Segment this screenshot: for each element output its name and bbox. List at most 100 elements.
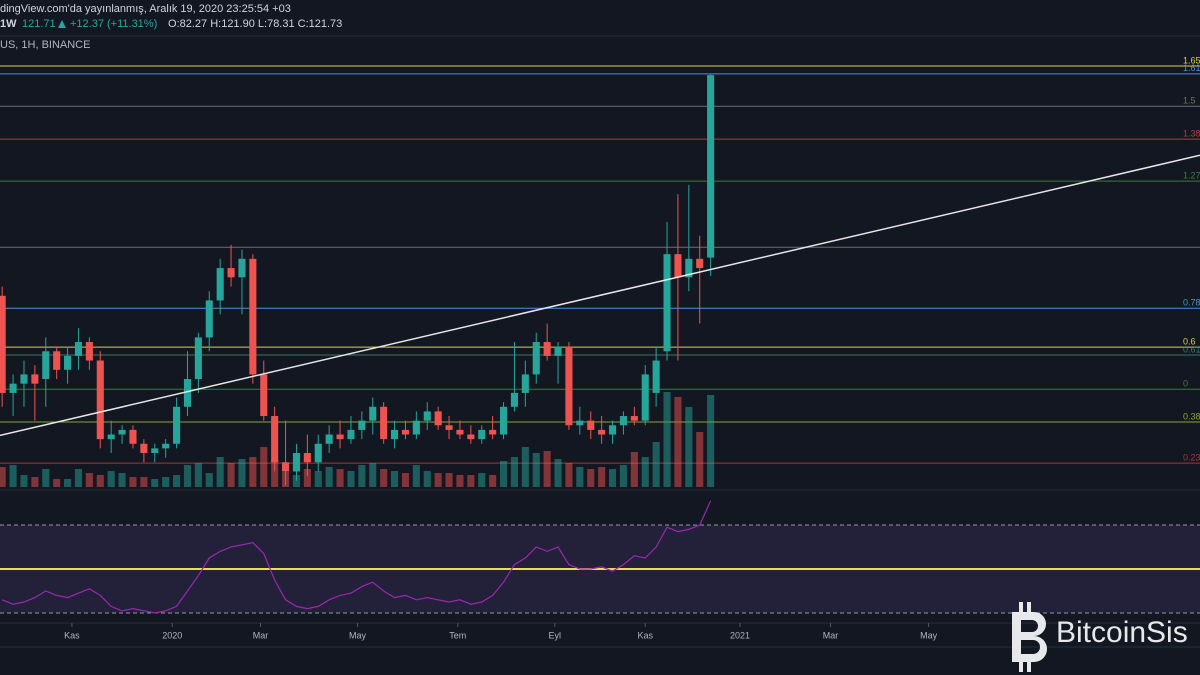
volume-bar [401, 473, 409, 487]
candle-body [532, 342, 540, 375]
volume-bar [271, 459, 279, 487]
candle-body [489, 429, 497, 435]
volume-bar [42, 469, 50, 487]
volume-bar [532, 453, 540, 487]
volume-bar [140, 477, 148, 487]
volume-bar [423, 471, 431, 487]
volume-bar [696, 432, 704, 487]
candle-body [358, 420, 366, 430]
volume-bar [630, 452, 638, 487]
watermark-text: BitcoinSis [1056, 616, 1188, 649]
candle-body [303, 453, 311, 463]
volume-bar [260, 447, 268, 487]
candle-body [663, 254, 671, 352]
volume-bar [162, 477, 170, 487]
candle-body [183, 379, 192, 407]
volume-bar [347, 471, 355, 487]
candle-body [434, 411, 442, 426]
volume-bar [652, 442, 660, 487]
last-price: 121.71 [22, 18, 56, 30]
volume-bar [434, 473, 442, 487]
volume-bar [456, 475, 464, 487]
volume-bar [565, 463, 573, 487]
volume-bar [194, 463, 202, 487]
logo [1027, 662, 1031, 672]
candle-body [543, 342, 551, 356]
candle-body [685, 258, 693, 278]
volume-bar [64, 479, 72, 487]
candle-body [696, 258, 704, 269]
volume-bar [358, 465, 366, 487]
change: +12.37 (+11.31%) [70, 18, 157, 30]
volume-bar [314, 471, 322, 487]
candle-body [162, 443, 170, 449]
candle-body [42, 351, 50, 380]
volume-bar [412, 465, 420, 487]
volume-bar [554, 459, 562, 487]
volume-bar [216, 457, 224, 487]
volume-bar [0, 467, 6, 487]
x-tick-label: Kas [637, 630, 653, 640]
candle-body [510, 392, 518, 407]
candle-body [314, 443, 322, 463]
fib-label: 1.618 [1183, 63, 1200, 73]
x-tick-label: May [349, 630, 367, 640]
fib-label: 0.78 [1183, 298, 1200, 308]
candle-body [336, 434, 344, 440]
candle-body [478, 429, 486, 440]
candle-body [249, 258, 257, 375]
volume-bar [587, 469, 595, 487]
candle-body [31, 374, 39, 384]
candle-body [85, 342, 93, 361]
candle-body [238, 258, 246, 278]
volume-bar [663, 392, 671, 487]
candle-body [598, 429, 606, 435]
candle-body [641, 374, 649, 421]
volume-bar [74, 469, 83, 487]
volume-bar [576, 467, 584, 487]
candle-body [9, 383, 17, 393]
candle-body [271, 416, 279, 463]
candle-body [140, 443, 148, 454]
volume-bar [118, 473, 126, 487]
volume-bar [391, 471, 399, 487]
volume-bar [510, 457, 518, 487]
volume-bar [445, 473, 453, 487]
candle-body [107, 434, 115, 440]
x-tick-label: Kas [64, 630, 80, 640]
volume-bar [205, 473, 213, 487]
volume-bar [292, 475, 300, 487]
candle-body [500, 406, 508, 435]
volume-bar [619, 465, 627, 487]
volume-bar [380, 469, 388, 487]
candle-body [53, 351, 61, 370]
x-tick-label: Tem [449, 630, 466, 640]
volume-bar [249, 457, 257, 487]
volume-bar [674, 397, 682, 487]
fib-label: 0 [1183, 379, 1188, 389]
candle-body [325, 434, 333, 444]
candle-body [292, 453, 300, 472]
candle-body [401, 429, 409, 435]
volume-bar [20, 475, 28, 487]
fib-label: 1.65 [1183, 55, 1200, 65]
candle-body [96, 360, 104, 440]
source-text: dingView.com'da yayınlanmış, Aralık 19, … [0, 3, 291, 15]
volume-bar [325, 467, 333, 487]
volume-bar [543, 451, 551, 487]
candle-body [608, 425, 617, 435]
candle-body [652, 360, 660, 393]
ohlc-text: O:82.27 H:121.90 L:78.31 C:121.73 [168, 18, 342, 30]
watermark: BitcoinSis [1012, 602, 1188, 672]
fib-label: 0.38 [1183, 411, 1200, 421]
volume-bar [53, 479, 61, 487]
volume-bar [500, 461, 508, 487]
x-tick-label: Mar [823, 630, 839, 640]
candle-body [282, 462, 290, 472]
fib-label: 0.6 [1183, 337, 1196, 347]
volume-bar [303, 469, 311, 487]
volume-bar [31, 477, 39, 487]
candle-body [423, 411, 431, 421]
candle-body [74, 342, 83, 356]
volume-bar [107, 471, 115, 487]
